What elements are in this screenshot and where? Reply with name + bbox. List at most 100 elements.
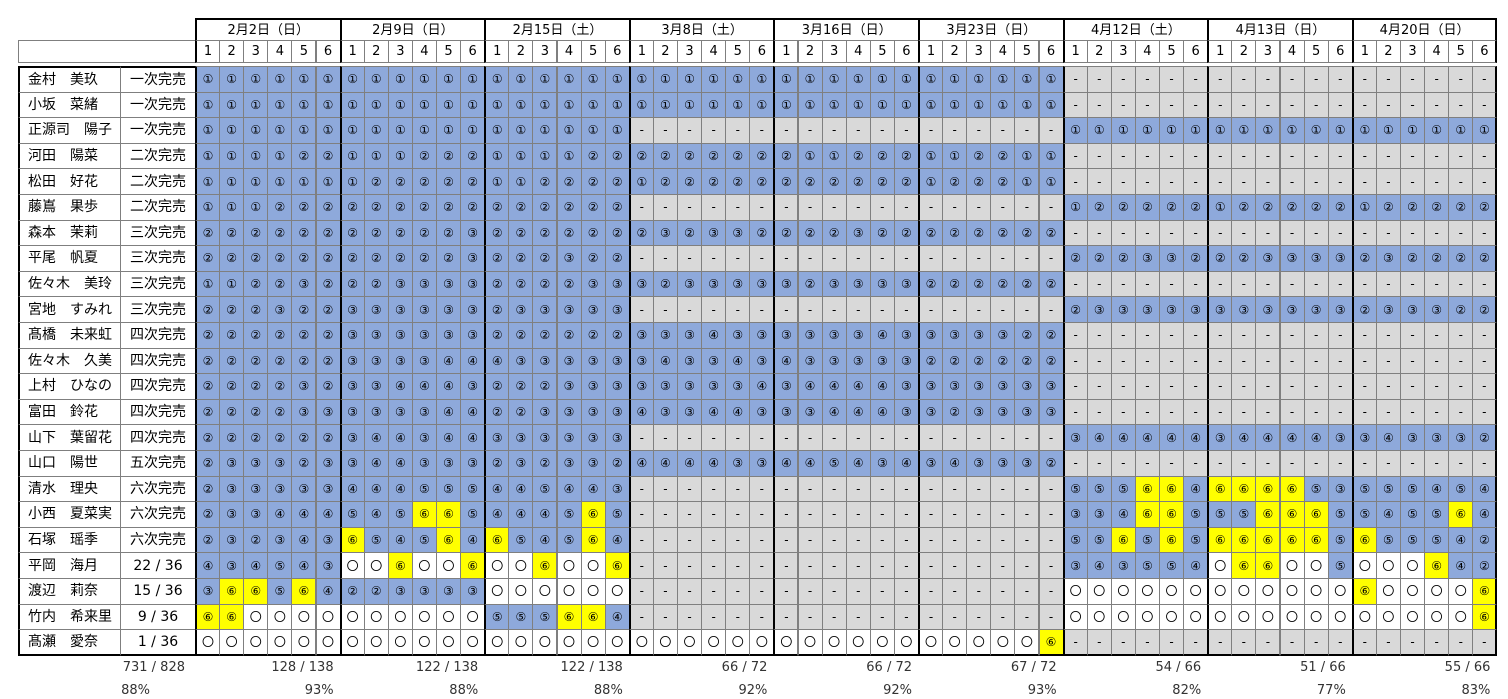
- member-status: 一次完売: [120, 91, 196, 119]
- sale-slot: ②: [1279, 194, 1305, 221]
- sale-slot: ②: [1183, 194, 1209, 221]
- sale-slot: ①: [845, 66, 871, 93]
- sale-slot: ②: [966, 142, 992, 170]
- empty-slot: -: [701, 194, 727, 221]
- sale-slot: 〇: [460, 629, 486, 656]
- sale-slot: ②: [484, 194, 510, 221]
- sale-slot: ③: [508, 424, 534, 451]
- empty-slot: -: [1472, 347, 1498, 375]
- sale-slot: ②: [749, 168, 775, 195]
- sale-slot: ④: [436, 398, 462, 426]
- sale-slot: ②: [411, 142, 437, 170]
- sale-slot: ④: [1183, 424, 1209, 451]
- sale-slot: 〇: [436, 629, 462, 656]
- sale-slot: ①: [460, 66, 486, 93]
- sale-slot: ②: [797, 270, 823, 298]
- date-percentage: 83%: [1461, 682, 1491, 698]
- empty-slot: -: [1110, 373, 1136, 400]
- sale-slot: ②: [363, 219, 389, 247]
- part-number: 1: [339, 40, 365, 63]
- sale-slot: ③: [1424, 296, 1450, 323]
- sale-slot: ①: [339, 142, 365, 170]
- sale-slot: ②: [628, 219, 654, 247]
- empty-slot: -: [1183, 270, 1209, 298]
- empty-slot: -: [749, 552, 775, 579]
- empty-slot: -: [701, 296, 727, 323]
- sale-slot: ③: [1110, 552, 1136, 579]
- empty-slot: -: [1303, 66, 1329, 93]
- sale-slot: ④: [411, 373, 437, 400]
- sale-slot: ③: [773, 373, 799, 400]
- sale-slot: ③: [580, 450, 606, 477]
- sale-slot: 〇: [749, 629, 775, 656]
- sale-slot: ④: [291, 526, 317, 554]
- sale-slot: ②: [677, 142, 703, 170]
- sale-slot: ③: [893, 398, 919, 426]
- sale-slot: ②: [219, 245, 245, 272]
- empty-slot: -: [1110, 270, 1136, 298]
- sale-slot: ②: [339, 194, 365, 221]
- sale-slot: ⑥: [243, 578, 269, 605]
- empty-slot: -: [990, 603, 1016, 631]
- sale-slot: ③: [604, 398, 630, 426]
- sale-slot: ④: [628, 398, 654, 426]
- sale-slot: ④: [1183, 475, 1209, 503]
- sale-slot: ③: [556, 347, 582, 375]
- sale-slot: 〇: [556, 629, 582, 656]
- sale-slot: ①: [893, 91, 919, 119]
- sale-slot: ②: [725, 142, 751, 170]
- empty-slot: -: [701, 117, 727, 144]
- empty-slot: -: [966, 117, 992, 144]
- sale-slot: ②: [219, 219, 245, 247]
- empty-slot: -: [893, 245, 919, 272]
- sale-slot: ①: [893, 66, 919, 93]
- empty-slot: -: [845, 475, 871, 503]
- sale-slot: ①: [508, 168, 534, 195]
- sale-slot: ③: [677, 322, 703, 349]
- sale-slot: ③: [460, 296, 486, 323]
- empty-slot: -: [1062, 450, 1088, 477]
- empty-slot: -: [845, 552, 871, 579]
- sale-slot: ①: [508, 66, 534, 93]
- empty-slot: -: [1038, 194, 1064, 221]
- empty-slot: -: [1159, 142, 1185, 170]
- sale-slot: ①: [1062, 194, 1088, 221]
- sale-slot: ⑤: [1062, 475, 1088, 503]
- sale-slot: ②: [267, 398, 293, 426]
- empty-slot: -: [1424, 322, 1450, 349]
- sale-slot: ②: [1110, 194, 1136, 221]
- sale-slot: ②: [508, 270, 534, 298]
- sale-slot: ⑤: [604, 501, 630, 528]
- sale-slot: ①: [195, 117, 221, 144]
- sale-slot: ②: [195, 347, 221, 375]
- sale-slot: ③: [1351, 424, 1377, 451]
- sale-slot: ①: [243, 91, 269, 119]
- empty-slot: -: [701, 552, 727, 579]
- sale-slot: ②: [604, 219, 630, 247]
- empty-slot: -: [1375, 66, 1401, 93]
- empty-slot: -: [1448, 398, 1474, 426]
- empty-slot: -: [966, 475, 992, 503]
- sale-slot: ④: [725, 398, 751, 426]
- date-header: 3月16日（日）: [773, 18, 919, 41]
- sale-slot: ①: [219, 66, 245, 93]
- date-percentage: 93%: [304, 682, 334, 698]
- sale-slot: 〇: [315, 603, 341, 631]
- empty-slot: -: [797, 578, 823, 605]
- sale-slot: ①: [580, 91, 606, 119]
- sale-slot: ③: [893, 270, 919, 298]
- sale-slot: ②: [243, 424, 269, 451]
- sale-slot: ②: [1448, 194, 1474, 221]
- sale-slot: ②: [460, 168, 486, 195]
- empty-slot: -: [1134, 142, 1160, 170]
- empty-slot: -: [1255, 373, 1281, 400]
- empty-slot: -: [1062, 66, 1088, 93]
- sale-slot: ②: [243, 322, 269, 349]
- sale-slot: ⑥: [1472, 578, 1498, 605]
- sale-slot: ⑥: [604, 552, 630, 579]
- empty-slot: -: [1327, 322, 1353, 349]
- member-status: 三次完売: [120, 245, 196, 272]
- empty-slot: -: [1062, 373, 1088, 400]
- sale-slot: ②: [580, 219, 606, 247]
- sale-slot: ①: [580, 117, 606, 144]
